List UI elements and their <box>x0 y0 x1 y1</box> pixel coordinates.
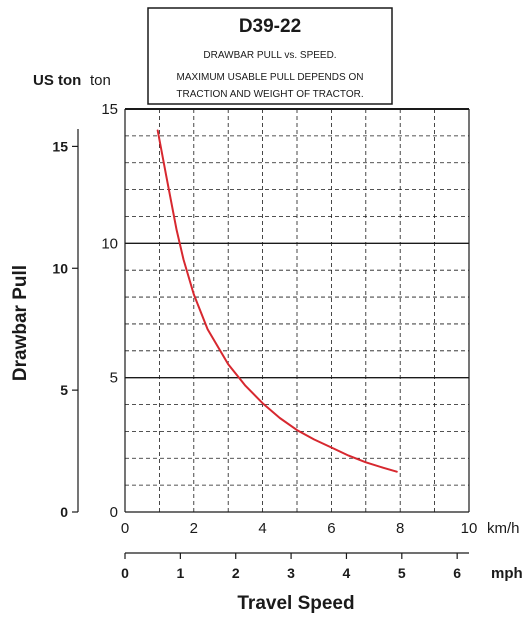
ton-tick-label: 5 <box>110 370 118 387</box>
kmh-unit-label: km/h <box>487 520 520 537</box>
us-ton-tick-label: 0 <box>60 504 68 520</box>
kmh-tick-label: 10 <box>461 520 478 537</box>
ton-tick-labels: 0 5 10 15 <box>101 101 118 521</box>
kmh-tick-label: 2 <box>190 520 198 537</box>
kmh-tick-label: 6 <box>327 520 335 537</box>
kmh-tick-label: 8 <box>396 520 404 537</box>
ton-tick-label: 10 <box>101 235 118 252</box>
mph-tick-label: 1 <box>176 565 184 581</box>
mph-unit-label: mph <box>491 565 523 582</box>
mph-tick-label: 6 <box>453 565 461 581</box>
grid <box>124 108 470 513</box>
us-ton-tick-label: 15 <box>52 138 68 154</box>
ton-unit-label: ton <box>90 72 111 89</box>
us-ton-unit-label: US ton <box>33 72 81 89</box>
mph-tick-label: 3 <box>287 565 295 581</box>
ton-tick-label: 15 <box>101 101 118 118</box>
us-ton-tick-label: 10 <box>52 260 68 276</box>
chart-title: D39-22 <box>239 16 301 37</box>
us-ton-tick-label: 5 <box>60 382 68 398</box>
x-axis-title: Travel Speed <box>237 593 354 614</box>
mph-tick-label: 5 <box>398 565 406 581</box>
note-line-2: TRACTION AND WEIGHT OF TRACTOR. <box>176 89 363 100</box>
y-axis-title: Drawbar Pull <box>10 265 31 381</box>
drawbar-pull-curve <box>156 129 398 473</box>
us-ton-tick-labels: 0 5 10 15 <box>52 138 78 520</box>
chart-subtitle: DRAWBAR PULL vs. SPEED. <box>203 50 336 61</box>
mph-tick-labels: 0 1 2 3 4 5 6 <box>121 553 461 581</box>
kmh-tick-labels: 0 2 4 6 8 10 <box>121 520 478 537</box>
mph-tick-label: 4 <box>343 565 351 581</box>
note-line-1: MAXIMUM USABLE PULL DEPENDS ON <box>177 72 364 83</box>
mph-tick-label: 2 <box>232 565 240 581</box>
mph-tick-label: 0 <box>121 565 129 581</box>
kmh-tick-label: 0 <box>121 520 129 537</box>
title-box <box>147 7 393 105</box>
ton-tick-label: 0 <box>110 504 118 521</box>
kmh-tick-label: 4 <box>258 520 266 537</box>
